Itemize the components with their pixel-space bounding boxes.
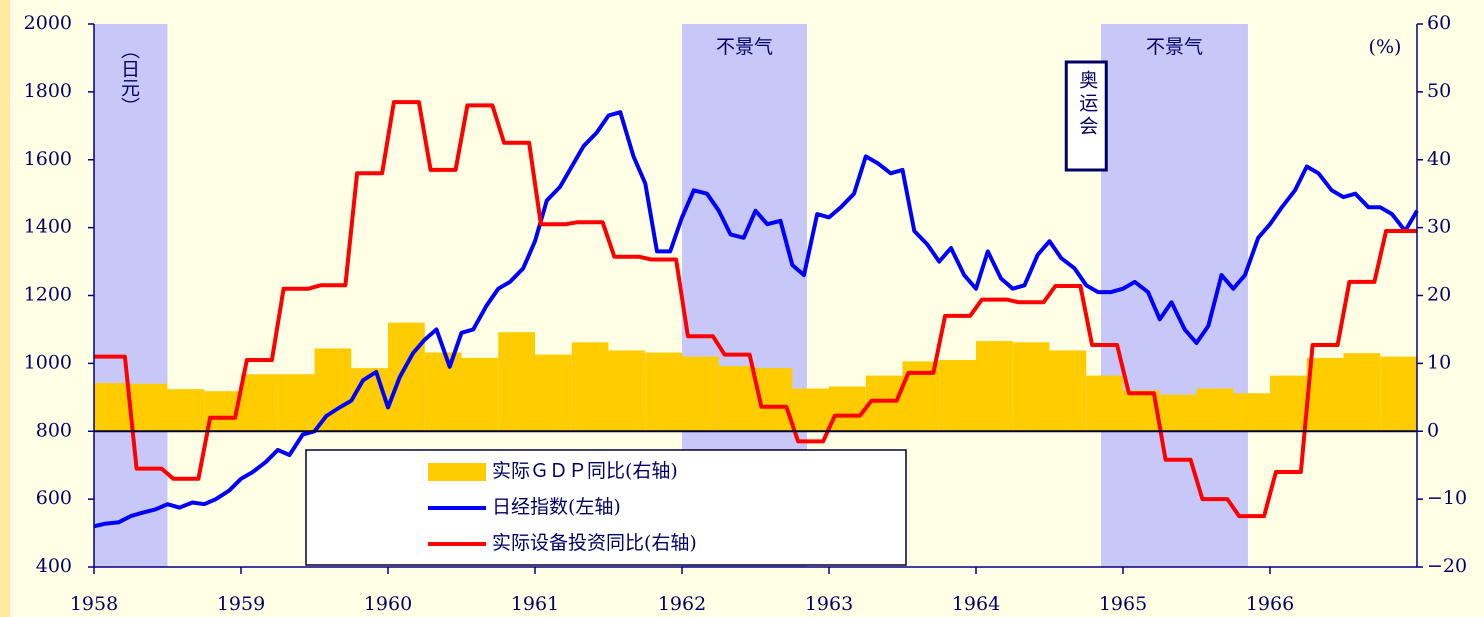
y-tick-label: 800 (36, 419, 72, 441)
annotation: 奥运会 (1076, 70, 1098, 139)
legend-label: 日经指数(左轴) (492, 496, 621, 518)
x-tick-label: 1959 (217, 593, 265, 615)
bar (1159, 394, 1197, 432)
y-tick-label: 2000 (24, 12, 72, 34)
left-strip (0, 0, 10, 617)
bar (241, 374, 278, 432)
x-tick-label: 1966 (1246, 593, 1294, 615)
bar (571, 342, 609, 432)
x-tick-label: 1962 (658, 593, 706, 615)
bar (130, 383, 168, 432)
bar (976, 340, 1013, 432)
y2-axis-label: (%) (1369, 36, 1402, 58)
region-label: 不景气 (1146, 36, 1203, 58)
bar (718, 366, 756, 432)
y-tick-label: 1600 (24, 148, 72, 170)
annotation-box (1064, 60, 1108, 172)
legend-label: 实际设备投资同比(右轴) (492, 532, 697, 554)
y2-tick-label: 30 (1427, 216, 1451, 238)
bar (792, 388, 829, 432)
y2-tick-label: 40 (1427, 148, 1451, 170)
x-tick-label: 1964 (952, 593, 1000, 615)
line (94, 100, 1417, 519)
y2-tick-label: 60 (1427, 12, 1451, 34)
x-tick-label: 1960 (364, 593, 412, 615)
y-axis-label: （日元） (118, 40, 140, 116)
bar (682, 356, 719, 432)
legend-box (305, 449, 907, 566)
x-tick-label: 1961 (511, 593, 559, 615)
bar (424, 352, 462, 432)
y-tick-label: 600 (36, 487, 72, 509)
bar (1086, 375, 1123, 432)
bar (167, 389, 205, 432)
bar (351, 368, 388, 432)
bar (939, 359, 976, 432)
legend-label: 实际ＧＤＰ同比(右轴) (492, 460, 678, 482)
y-tick-label: 1400 (24, 216, 72, 238)
bar (535, 354, 572, 432)
legend-swatch (428, 463, 486, 481)
shaded-region (1100, 24, 1248, 567)
bar (1343, 353, 1381, 432)
y2-tick-label: 10 (1427, 351, 1451, 373)
x-tick-label: 1965 (1099, 593, 1147, 615)
bar (277, 374, 315, 432)
bar (1380, 356, 1417, 432)
bar (645, 352, 682, 432)
y-tick-label: 400 (36, 555, 72, 577)
bar (1306, 357, 1344, 432)
shaded-region (94, 24, 168, 567)
y-tick-label: 1800 (24, 80, 72, 102)
bar (388, 322, 425, 432)
bar (829, 386, 866, 432)
bar (498, 332, 535, 432)
bar (461, 357, 499, 432)
y-tick-label: 1200 (24, 284, 72, 306)
x-tick-label: 1958 (70, 593, 118, 615)
bar (1196, 388, 1234, 432)
y2-tick-label: −10 (1427, 487, 1467, 509)
bar (94, 383, 131, 432)
y2-tick-label: 50 (1427, 80, 1451, 102)
y2-tick-label: 20 (1427, 284, 1451, 306)
x-tick-label: 1963 (805, 593, 853, 615)
bar (314, 348, 352, 432)
bar (1049, 350, 1087, 432)
bar (1012, 342, 1050, 432)
bar (608, 350, 646, 432)
bar (1270, 375, 1307, 432)
region-label: 不景气 (716, 36, 773, 58)
y-tick-label: 1000 (24, 351, 72, 373)
y2-tick-label: −20 (1427, 555, 1467, 577)
bar (1233, 393, 1270, 432)
y2-tick-label: 0 (1427, 419, 1439, 441)
